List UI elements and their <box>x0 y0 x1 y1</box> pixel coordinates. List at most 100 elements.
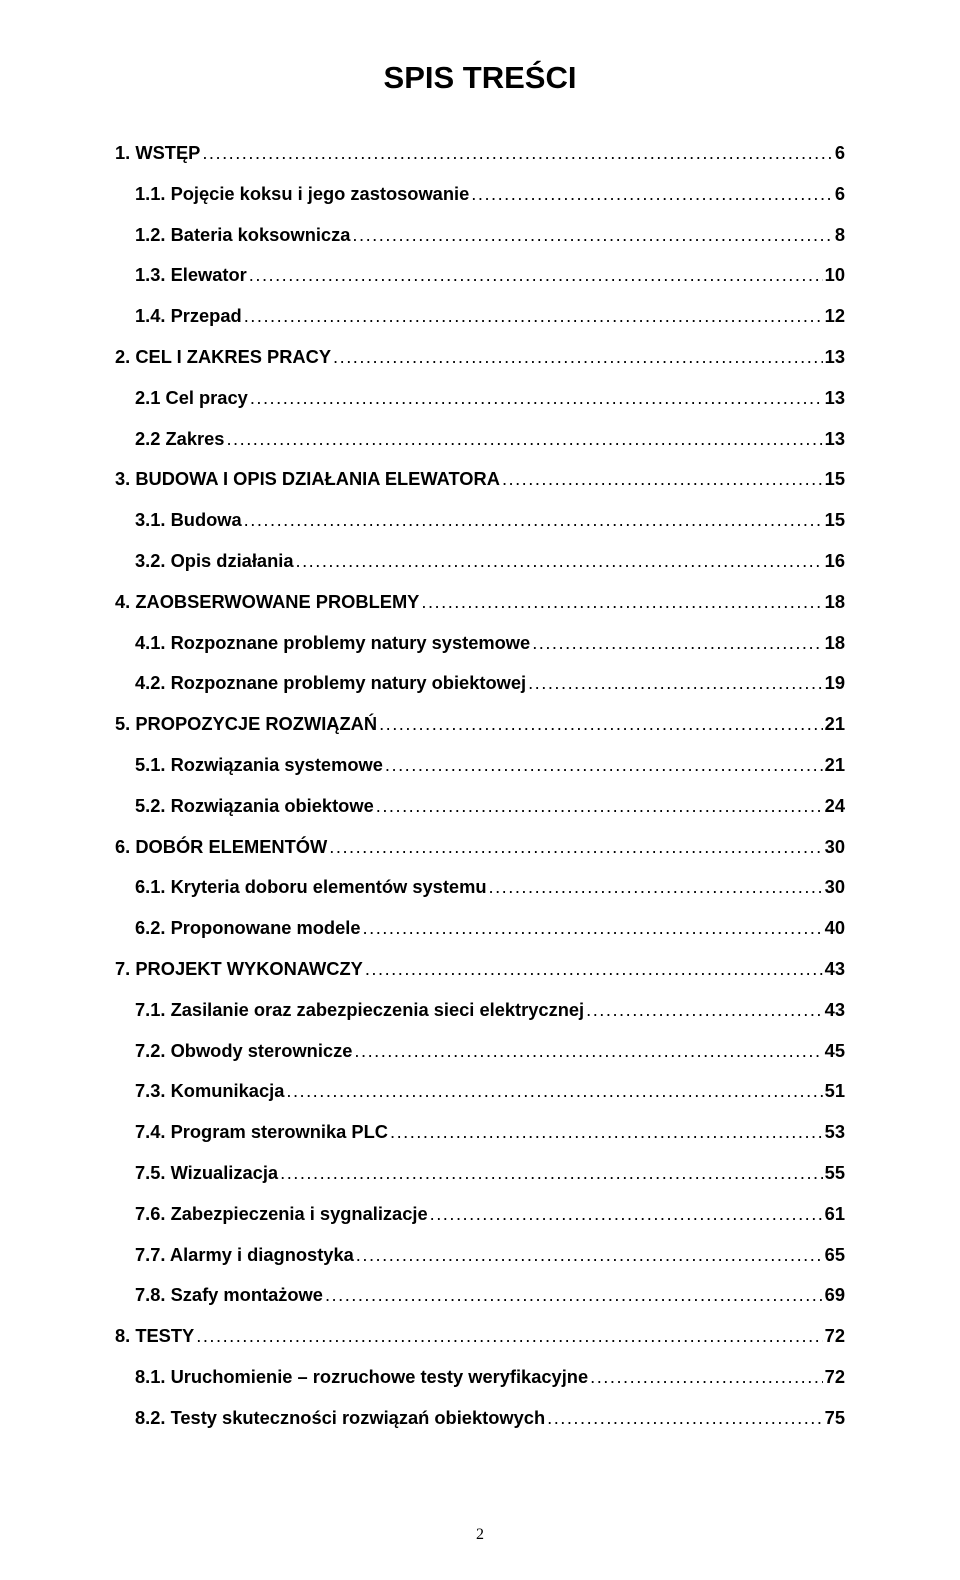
toc-entry-page: 15 <box>825 511 845 529</box>
toc-entry: 4.1. Rozpoznane problemy natury systemow… <box>115 634 845 652</box>
toc-entry: 7.5. Wizualizacja 55 <box>115 1164 845 1182</box>
page-number: 2 <box>0 1526 960 1544</box>
toc-entry-label: 5.2. Rozwiązania obiektowe <box>135 797 374 815</box>
toc-leader-dots <box>489 878 823 896</box>
toc-entry: 7.1. Zasilanie oraz zabezpieczenia sieci… <box>115 1001 845 1019</box>
toc-entry: 3.1. Budowa 15 <box>115 511 845 529</box>
toc-entry: 7.3. Komunikacja 51 <box>115 1082 845 1100</box>
toc-entry: 7.8. Szafy montażowe 69 <box>115 1286 845 1304</box>
toc-leader-dots <box>502 470 823 488</box>
toc-entry-label: 6.2. Proponowane modele <box>135 919 361 937</box>
toc-entry: 3.2. Opis działania16 <box>115 552 845 570</box>
toc-leader-dots <box>286 1082 822 1100</box>
toc-leader-dots <box>547 1409 823 1427</box>
toc-entry-page: 15 <box>825 470 845 488</box>
toc-entry-page: 21 <box>825 756 845 774</box>
toc-entry-page: 6 <box>835 185 845 203</box>
toc-entry-page: 18 <box>825 593 845 611</box>
toc-leader-dots <box>379 715 823 733</box>
toc-leader-dots <box>471 185 833 203</box>
toc-entry-label: 8.2. Testy skuteczności rozwiązań obiekt… <box>135 1409 545 1427</box>
toc-entry: 7.2. Obwody sterownicze45 <box>115 1042 845 1060</box>
toc-leader-dots <box>196 1327 822 1345</box>
toc-leader-dots <box>244 307 823 325</box>
toc-entry-label: 1.2. Bateria koksownicza <box>135 226 350 244</box>
toc-entry-label: 1.4. Przepad <box>135 307 242 325</box>
toc-entry: 7.7. Alarmy i diagnostyka 65 <box>115 1246 845 1264</box>
toc-entry: 4.2. Rozpoznane problemy natury obiektow… <box>115 674 845 692</box>
toc-entry-label: 7.3. Komunikacja <box>135 1082 284 1100</box>
toc-entry-label: 7.4. Program sterownika PLC <box>135 1123 388 1141</box>
toc-leader-dots <box>352 226 832 244</box>
toc-entry-label: 1.3. Elewator <box>135 266 247 284</box>
toc-entry: 1. WSTĘP6 <box>115 144 845 162</box>
toc-entry-label: 4.2. Rozpoznane problemy natury obiektow… <box>135 674 526 692</box>
toc-entry-label: 1. WSTĘP <box>115 144 200 162</box>
toc-entry-page: 43 <box>825 960 845 978</box>
toc-leader-dots <box>333 348 823 366</box>
toc-entry-page: 69 <box>825 1286 845 1304</box>
toc-entry-label: 7.8. Szafy montażowe <box>135 1286 323 1304</box>
toc-leader-dots <box>590 1368 823 1386</box>
toc-leader-dots <box>356 1246 823 1264</box>
toc-leader-dots <box>325 1286 823 1304</box>
toc-leader-dots <box>249 266 823 284</box>
toc-entry-page: 72 <box>825 1327 845 1345</box>
toc-entry: 5.2. Rozwiązania obiektowe 24 <box>115 797 845 815</box>
toc-entry: 2. CEL I ZAKRES PRACY 13 <box>115 348 845 366</box>
toc-leader-dots <box>376 797 823 815</box>
toc-entry: 6.2. Proponowane modele 40 <box>115 919 845 937</box>
toc-leader-dots <box>430 1205 823 1223</box>
toc-entry-page: 16 <box>825 552 845 570</box>
toc-entry-page: 40 <box>825 919 845 937</box>
toc-entry-page: 45 <box>825 1042 845 1060</box>
toc-leader-dots <box>363 919 823 937</box>
toc-entry-label: 3.1. Budowa <box>135 511 242 529</box>
toc-leader-dots <box>365 960 823 978</box>
toc-entry-label: 2.1 Cel pracy <box>135 389 248 407</box>
toc-entry-page: 30 <box>825 878 845 896</box>
toc-entry-page: 13 <box>825 348 845 366</box>
toc-entry: 8. TESTY 72 <box>115 1327 845 1345</box>
document-page: SPIS TREŚCI 1. WSTĘP61.1. Pojęcie koksu … <box>0 0 960 1580</box>
toc-entry-page: 55 <box>825 1164 845 1182</box>
toc-entry: 8.1. Uruchomienie – rozruchowe testy wer… <box>115 1368 845 1386</box>
toc-leader-dots <box>421 593 822 611</box>
toc-entry: 7. PROJEKT WYKONAWCZY 43 <box>115 960 845 978</box>
toc-entry-label: 2.2 Zakres <box>135 430 224 448</box>
toc-entry: 2.2 Zakres 13 <box>115 430 845 448</box>
toc-entry-page: 30 <box>825 838 845 856</box>
toc-leader-dots <box>390 1123 823 1141</box>
toc-leader-dots <box>296 552 823 570</box>
toc-entry-label: 2. CEL I ZAKRES PRACY <box>115 348 331 366</box>
toc-entry: 1.3. Elewator10 <box>115 266 845 284</box>
toc-entry-page: 13 <box>825 430 845 448</box>
toc-entry-page: 75 <box>825 1409 845 1427</box>
toc-entry: 5.1. Rozwiązania systemowe21 <box>115 756 845 774</box>
toc-entry-page: 72 <box>825 1368 845 1386</box>
toc-entry: 8.2. Testy skuteczności rozwiązań obiekt… <box>115 1409 845 1427</box>
page-title: SPIS TREŚCI <box>115 60 845 96</box>
toc-entry-label: 7.7. Alarmy i diagnostyka <box>135 1246 354 1264</box>
toc-entry-label: 7.6. Zabezpieczenia i sygnalizacje <box>135 1205 428 1223</box>
toc-entry-label: 8. TESTY <box>115 1327 194 1345</box>
toc-entry-page: 61 <box>825 1205 845 1223</box>
toc-entry-label: 6.1. Kryteria doboru elementów systemu <box>135 878 487 896</box>
toc-entry-label: 5. PROPOZYCJE ROZWIĄZAŃ <box>115 715 377 733</box>
toc-entry: 1.1. Pojęcie koksu i jego zastosowanie6 <box>115 185 845 203</box>
toc-leader-dots <box>202 144 833 162</box>
toc-entry: 3. BUDOWA I OPIS DZIAŁANIA ELEWATORA15 <box>115 470 845 488</box>
toc-entry-label: 6. DOBÓR ELEMENTÓW <box>115 838 327 856</box>
toc-leader-dots <box>354 1042 822 1060</box>
toc-entry-page: 65 <box>825 1246 845 1264</box>
toc-entry: 1.2. Bateria koksownicza 8 <box>115 226 845 244</box>
toc-entry: 6. DOBÓR ELEMENTÓW 30 <box>115 838 845 856</box>
toc-leader-dots <box>385 756 823 774</box>
toc-leader-dots <box>280 1164 823 1182</box>
toc-entry-label: 4. ZAOBSERWOWANE PROBLEMY <box>115 593 419 611</box>
toc-entry-label: 7.5. Wizualizacja <box>135 1164 278 1182</box>
toc-entry-page: 8 <box>835 226 845 244</box>
toc-entry-page: 24 <box>825 797 845 815</box>
toc-entry-page: 51 <box>825 1082 845 1100</box>
toc-entry-label: 7. PROJEKT WYKONAWCZY <box>115 960 363 978</box>
